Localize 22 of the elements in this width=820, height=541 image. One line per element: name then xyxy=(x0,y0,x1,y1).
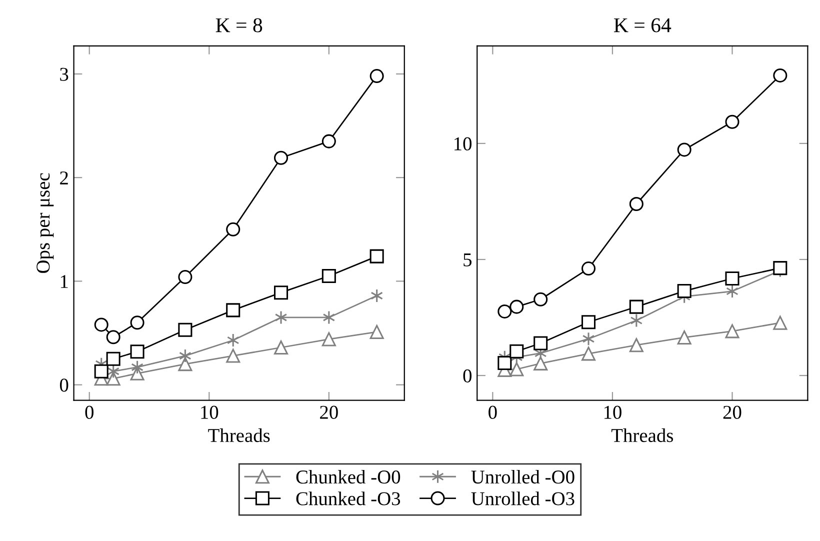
y-axis-title: Ops per μsec xyxy=(36,173,54,273)
y-tick-label: 10 xyxy=(454,137,472,150)
y-tick-label: 1 xyxy=(60,275,68,288)
y-tick-label: 2 xyxy=(60,171,68,184)
x-tick-label: 20 xyxy=(320,406,338,419)
chart-title: K = 8 xyxy=(216,18,262,32)
legend-label: Chunked -O0 xyxy=(296,470,400,484)
x-tick-label: 20 xyxy=(723,406,742,419)
x-axis-title: Threads xyxy=(611,428,674,442)
x-tick-label: 10 xyxy=(604,406,622,419)
x-axis-title: Threads xyxy=(208,428,270,442)
y-tick-label: 5 xyxy=(464,253,472,266)
legend-label: Unrolled -O3 xyxy=(471,492,574,506)
x-tick-label: 10 xyxy=(201,406,218,419)
chart-title: K = 64 xyxy=(614,18,672,32)
y-tick-label: 3 xyxy=(60,68,68,81)
x-tick-label: 0 xyxy=(488,406,497,419)
y-tick-label: 0 xyxy=(463,369,472,382)
legend-label: Unrolled -O0 xyxy=(471,470,574,484)
x-tick-label: 0 xyxy=(85,406,94,419)
y-tick-label: 0 xyxy=(60,378,68,392)
legend-label: Chunked -O3 xyxy=(296,492,400,506)
